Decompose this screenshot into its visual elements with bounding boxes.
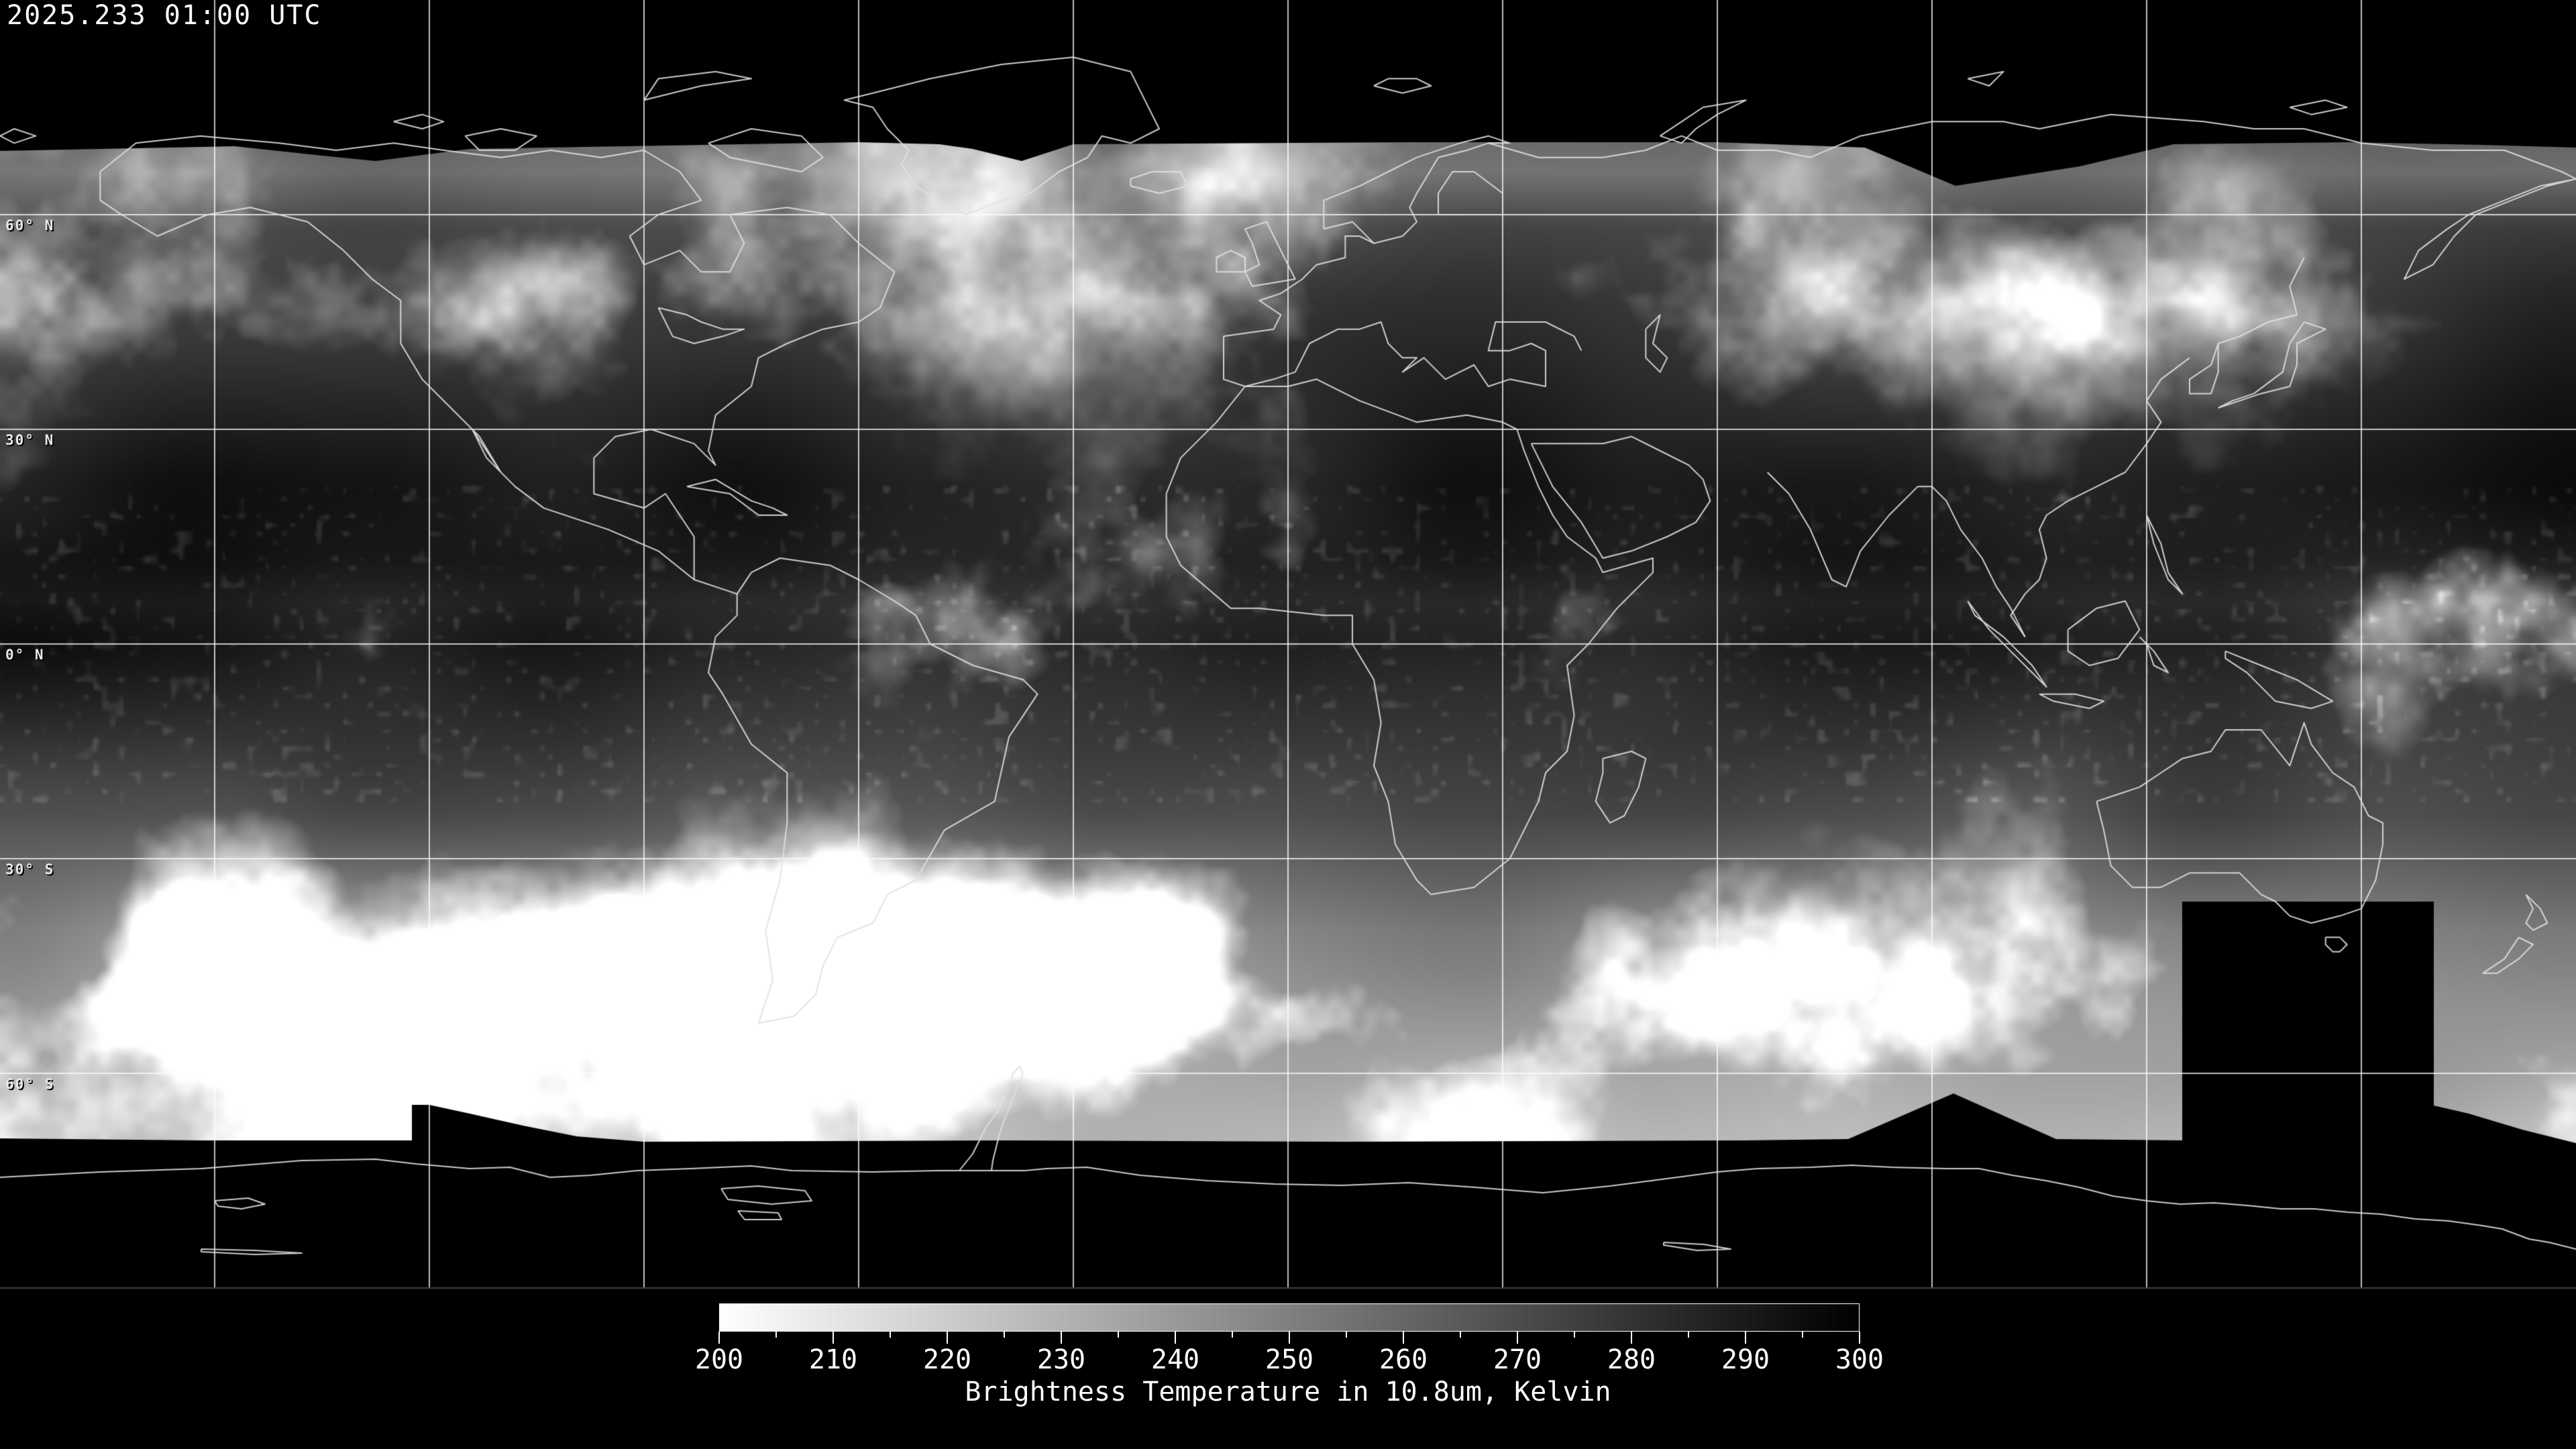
colorbar-major-tick <box>833 1332 834 1344</box>
latitude-label: 30° S <box>5 861 55 877</box>
colorbar-tick-label: 270 <box>1493 1344 1542 1375</box>
colorbar-major-tick <box>1859 1332 1860 1344</box>
colorbar-tick-label: 240 <box>1150 1344 1200 1375</box>
timestamp-label: 2025.233 01:00 UTC <box>7 0 322 31</box>
colorbar-minor-tick <box>1232 1332 1233 1338</box>
colorbar-major-tick <box>1517 1332 1518 1344</box>
colorbar-minor-tick <box>1688 1332 1689 1338</box>
colorbar-tick-label: 250 <box>1265 1344 1314 1375</box>
colorbar-minor-tick <box>1118 1332 1119 1338</box>
colorbar-tick-label: 260 <box>1379 1344 1428 1375</box>
colorbar-minor-tick <box>1460 1332 1461 1338</box>
colorbar-minor-tick <box>1802 1332 1803 1338</box>
colorbar-major-tick <box>1403 1332 1404 1344</box>
colorbar-minor-tick <box>1346 1332 1347 1338</box>
latitude-label: 0° N <box>5 647 45 663</box>
latitude-label: 60° N <box>5 217 55 233</box>
colorbar-tick-label: 290 <box>1721 1344 1770 1375</box>
colorbar-tick-label: 280 <box>1607 1344 1656 1375</box>
colorbar-minor-tick <box>1574 1332 1575 1338</box>
colorbar-minor-tick <box>1004 1332 1005 1338</box>
colorbar-tick-label: 210 <box>808 1344 858 1375</box>
colorbar-major-tick <box>1289 1332 1290 1344</box>
colorbar-major-tick <box>947 1332 948 1344</box>
colorbar-caption: Brightness Temperature in 10.8um, Kelvin <box>965 1377 1611 1407</box>
colorbar-tick-label: 200 <box>694 1344 744 1375</box>
colorbar-tick-label: 220 <box>922 1344 972 1375</box>
colorbar-major-tick <box>1631 1332 1632 1344</box>
colorbar-minor-tick <box>775 1332 777 1338</box>
colorbar-major-tick <box>1745 1332 1746 1344</box>
colorbar-major-tick <box>718 1332 720 1344</box>
colorbar-major-tick <box>1061 1332 1062 1344</box>
colorbar-major-tick <box>1175 1332 1176 1344</box>
latitude-label: 30° N <box>5 432 55 448</box>
colorbar-minor-tick <box>890 1332 891 1338</box>
colorbar-tick-label: 300 <box>1835 1344 1884 1375</box>
colorbar-gradient <box>719 1303 1860 1332</box>
colorbar: 200 210 220 230 240 250 260 270 280 290 300 Bright… <box>0 1288 2576 1449</box>
colorbar-tick-label: 230 <box>1036 1344 1086 1375</box>
satellite-map-canvas <box>0 0 2576 1288</box>
latitude-label: 60° S <box>5 1076 55 1092</box>
map-bottom-divider <box>0 1287 2576 1289</box>
